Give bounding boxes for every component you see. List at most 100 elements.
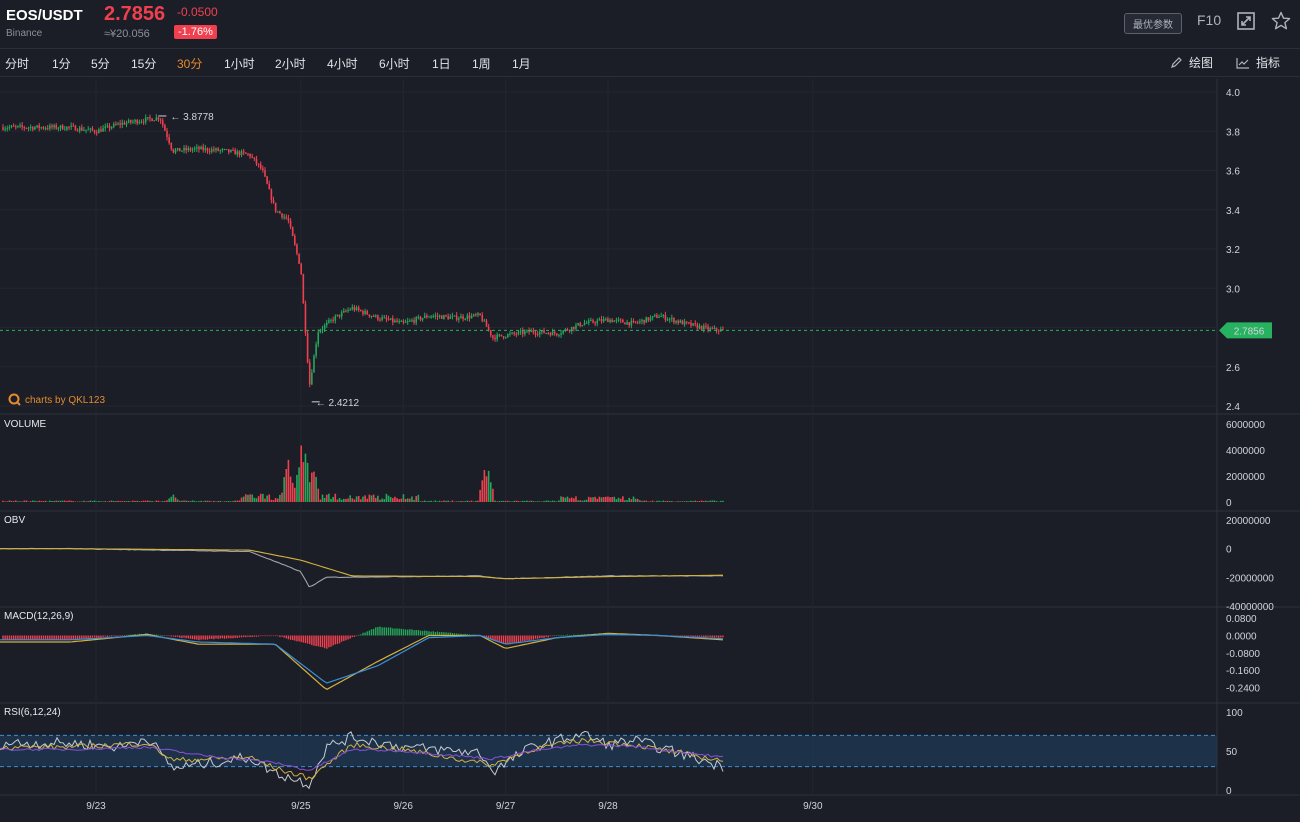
macd-histogram-bar — [309, 635, 311, 645]
optimal-params-button[interactable]: 最优参数 — [1124, 13, 1182, 34]
candle-body — [315, 344, 317, 356]
macd-histogram-bar — [115, 635, 117, 637]
candle-body — [176, 148, 179, 150]
exchange-name: Binance — [6, 28, 43, 39]
volume-bar — [140, 501, 143, 502]
macd-histogram-bar — [485, 635, 488, 639]
period-tab-11[interactable]: 1月 — [512, 57, 531, 71]
candle-body — [294, 236, 296, 245]
macd-histogram-bar — [249, 635, 251, 638]
period-tab-10[interactable]: 1周 — [472, 57, 491, 71]
macd-histogram-bar — [289, 635, 292, 640]
volume-bar — [247, 494, 249, 502]
candle-body — [698, 325, 701, 329]
candle-body — [658, 316, 660, 318]
macd-histogram-bar — [389, 627, 392, 636]
fullscreen-icon[interactable] — [1237, 12, 1255, 30]
volume-bar — [189, 501, 192, 502]
macd-histogram-bar — [98, 635, 100, 638]
period-tab-5[interactable]: 1小时 — [224, 57, 255, 71]
candle-body — [494, 337, 496, 340]
candle-body — [351, 307, 354, 310]
candle-body — [319, 330, 322, 333]
period-tab-6[interactable]: 2小时 — [275, 57, 306, 71]
volume-bar — [398, 499, 400, 502]
x-tick-label: 9/23 — [86, 801, 106, 812]
macd-histogram-bar — [686, 635, 688, 637]
macd-histogram-bar — [102, 635, 104, 637]
star-icon[interactable] — [1271, 11, 1291, 31]
candle-body — [391, 318, 394, 323]
candle-body — [447, 316, 449, 319]
candle-body — [240, 151, 243, 156]
candle-body — [479, 313, 481, 316]
candle-body — [32, 127, 34, 130]
candle-body — [343, 310, 345, 313]
volume-bar — [17, 501, 19, 502]
volume-bar — [485, 476, 488, 502]
volume-bar — [91, 500, 94, 502]
volume-bar — [404, 498, 407, 502]
volume-bar — [149, 500, 151, 502]
volume-bar — [319, 499, 322, 502]
macd-histogram-bar — [298, 635, 300, 642]
candle-body — [645, 317, 648, 323]
macd-histogram-bar — [445, 632, 447, 636]
draw-button[interactable]: 绘图 — [1170, 54, 1213, 71]
indicator-button[interactable]: 指标 — [1236, 54, 1280, 71]
volume-tick-label: 2000000 — [1226, 472, 1265, 483]
volume-bar — [524, 501, 526, 502]
macd-histogram-bar — [206, 635, 209, 640]
candle-body — [302, 274, 305, 304]
period-tab-2[interactable]: 5分 — [91, 57, 110, 71]
volume-bar — [364, 495, 366, 502]
volume-bar — [532, 501, 535, 502]
macd-histogram-bar — [483, 635, 486, 637]
macd-histogram-bar — [83, 635, 85, 639]
volume-bar — [72, 500, 75, 502]
candle-body — [151, 118, 153, 121]
macd-histogram-bar — [722, 635, 724, 638]
candle-body — [21, 125, 23, 127]
period-tab-0[interactable]: 分时 — [5, 57, 30, 71]
period-tab-8[interactable]: 6小时 — [379, 57, 410, 71]
candle-body — [10, 125, 13, 128]
f10-button[interactable]: F10 — [1197, 12, 1222, 28]
macd-histogram-bar — [294, 635, 296, 641]
period-tab-3[interactable]: 15分 — [131, 57, 157, 71]
volume-bar — [566, 496, 569, 502]
macd-histogram-bar — [277, 635, 279, 637]
volume-bar — [168, 498, 170, 502]
period-tab-1[interactable]: 1分 — [52, 57, 71, 71]
macd-histogram-bar — [539, 635, 541, 639]
current-price-tag — [1219, 322, 1272, 339]
period-tab-7[interactable]: 4小时 — [327, 57, 358, 71]
rsi-tick-label: 100 — [1226, 708, 1243, 719]
macd-histogram-bar — [196, 635, 198, 640]
low-price-label: ← 2.4212 — [316, 398, 360, 409]
volume-bar — [132, 500, 134, 502]
candle-body — [526, 330, 528, 332]
candle-body — [421, 317, 424, 320]
macd-histogram-bar — [413, 630, 415, 636]
volume-bar — [119, 501, 121, 502]
candle-body — [562, 330, 564, 334]
candle-body — [68, 126, 70, 128]
volume-bar — [98, 501, 100, 502]
volume-bar — [464, 501, 467, 502]
volume-bar — [692, 501, 694, 502]
high-price-label: ← 3.8778 — [170, 112, 214, 123]
macd-histogram-bar — [189, 635, 192, 639]
volume-bar — [266, 495, 268, 502]
period-tab-4[interactable]: 30分 — [177, 57, 203, 71]
macd-histogram-bar — [692, 635, 694, 637]
macd-histogram-bar — [334, 635, 336, 645]
volume-bar — [272, 500, 275, 502]
macd-histogram-bar — [415, 629, 417, 636]
macd-histogram-bar — [455, 633, 458, 636]
period-tab-9[interactable]: 1日 — [432, 57, 451, 71]
macd-histogram-bar — [541, 635, 543, 638]
macd-histogram-bar — [421, 630, 424, 636]
volume-bar — [396, 498, 398, 502]
